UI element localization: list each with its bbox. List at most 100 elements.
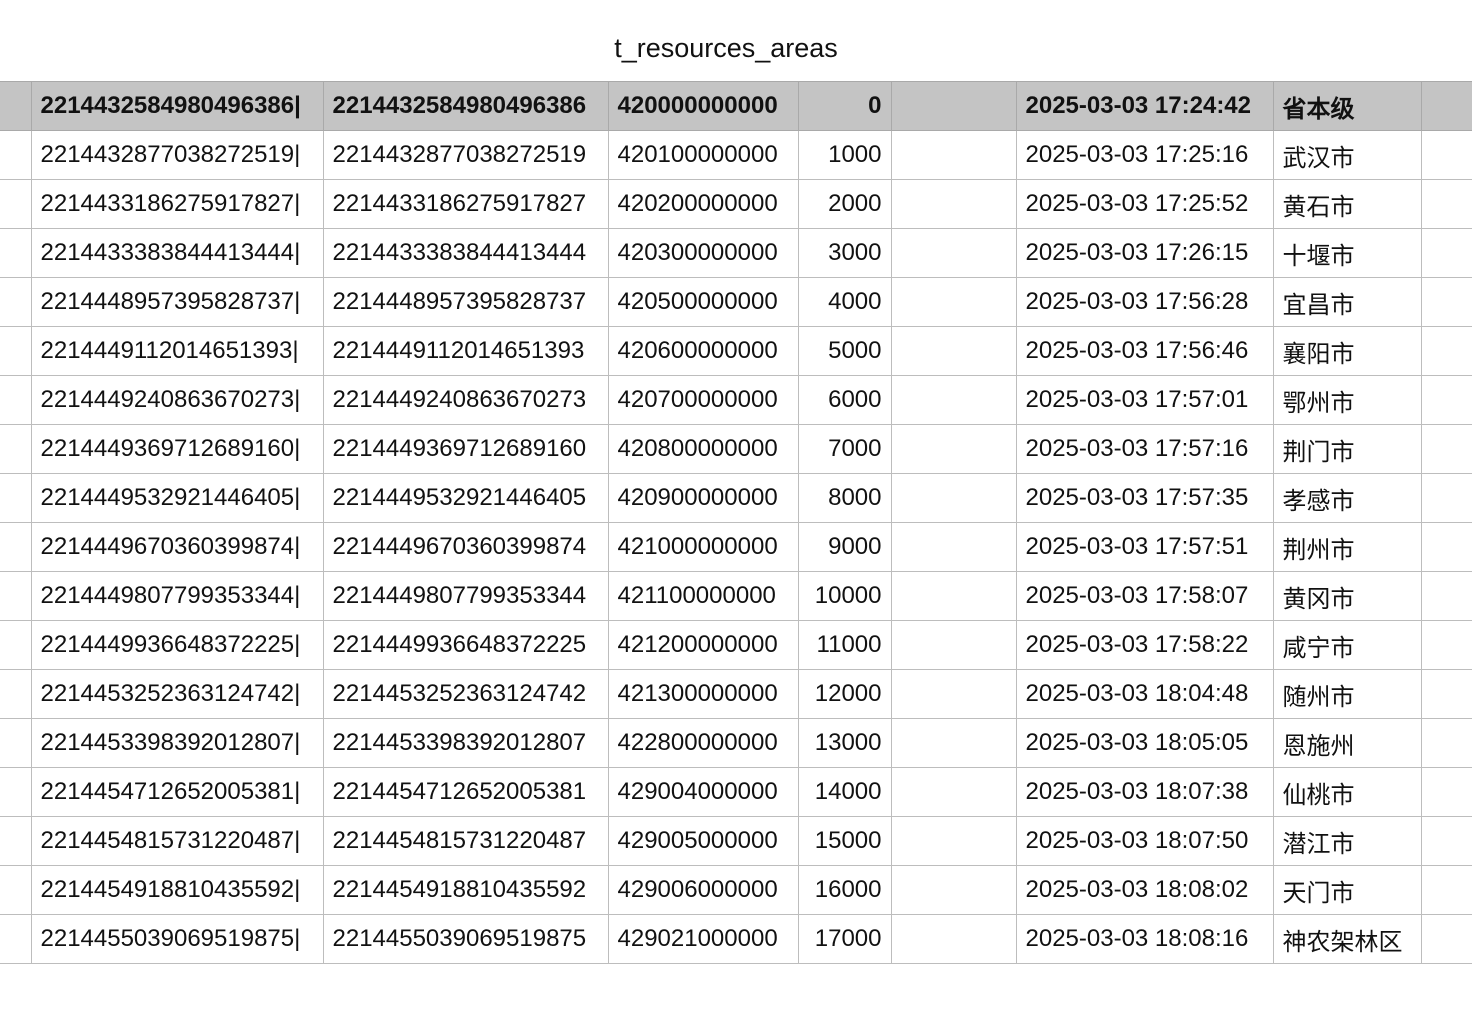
sort-order-cell[interactable]: 6000 (797, 375, 891, 425)
row-gutter-cell[interactable] (0, 326, 31, 376)
id-pipe-cell[interactable]: 2214449670360399874| (30, 522, 323, 572)
trailing-empty-cell[interactable] (1420, 130, 1472, 180)
area-name-cell[interactable]: 襄阳市 (1272, 326, 1421, 376)
created-time-cell[interactable]: 2025-03-03 17:24:42 (1015, 81, 1273, 131)
trailing-empty-cell[interactable] (1420, 522, 1472, 572)
id-pipe-cell[interactable]: 2214449369712689160| (30, 424, 323, 474)
empty-cell[interactable] (890, 914, 1016, 964)
trailing-empty-cell[interactable] (1420, 865, 1472, 915)
row-gutter-cell[interactable] (0, 571, 31, 621)
row-gutter-cell[interactable] (0, 669, 31, 719)
area-name-cell[interactable]: 仙桃市 (1272, 767, 1421, 817)
created-time-cell[interactable]: 2025-03-03 17:57:51 (1015, 522, 1273, 572)
table-row[interactable]: 2214448957395828737| 2214448957395828737 4… (0, 277, 1472, 327)
table-row[interactable]: 2214449532921446405| 2214449532921446405 4… (0, 473, 1472, 523)
id-cell[interactable]: 2214454918810435592 (322, 865, 608, 915)
sort-order-cell[interactable]: 17000 (797, 914, 891, 964)
trailing-empty-cell[interactable] (1420, 718, 1472, 768)
id-pipe-cell[interactable]: 2214449240863670273| (30, 375, 323, 425)
id-pipe-cell[interactable]: 2214449532921446405| (30, 473, 323, 523)
trailing-empty-cell[interactable] (1420, 669, 1472, 719)
sort-order-cell[interactable]: 7000 (797, 424, 891, 474)
id-pipe-cell[interactable]: 2214449936648372225| (30, 620, 323, 670)
id-cell[interactable]: 2214453252363124742 (322, 669, 608, 719)
area-name-cell[interactable]: 鄂州市 (1272, 375, 1421, 425)
empty-cell[interactable] (890, 473, 1016, 523)
id-cell[interactable]: 2214433383844413444 (322, 228, 608, 278)
id-cell[interactable]: 2214454712652005381 (322, 767, 608, 817)
id-pipe-cell[interactable]: 2214454918810435592| (30, 865, 323, 915)
created-time-cell[interactable]: 2025-03-03 17:25:52 (1015, 179, 1273, 229)
sort-order-cell[interactable]: 2000 (797, 179, 891, 229)
empty-cell[interactable] (890, 571, 1016, 621)
trailing-empty-cell[interactable] (1420, 375, 1472, 425)
sort-order-cell[interactable]: 0 (797, 81, 891, 131)
id-cell[interactable]: 2214449240863670273 (322, 375, 608, 425)
created-time-cell[interactable]: 2025-03-03 17:58:22 (1015, 620, 1273, 670)
id-pipe-cell[interactable]: 2214432877038272519| (30, 130, 323, 180)
table-row[interactable]: 2214433383844413444| 2214433383844413444 4… (0, 228, 1472, 278)
area-code-cell[interactable]: 421000000000 (607, 522, 798, 572)
id-cell[interactable]: 2214432877038272519 (322, 130, 608, 180)
id-pipe-cell[interactable]: 2214455039069519875| (30, 914, 323, 964)
empty-cell[interactable] (890, 424, 1016, 474)
created-time-cell[interactable]: 2025-03-03 18:08:16 (1015, 914, 1273, 964)
area-name-cell[interactable]: 咸宁市 (1272, 620, 1421, 670)
table-row-highlighted[interactable]: 2214432584980496386| 2214432584980496386 4… (0, 81, 1472, 131)
area-name-cell[interactable]: 黄冈市 (1272, 571, 1421, 621)
area-name-cell[interactable]: 荆州市 (1272, 522, 1421, 572)
area-code-cell[interactable]: 420000000000 (607, 81, 798, 131)
area-code-cell[interactable]: 429006000000 (607, 865, 798, 915)
empty-cell[interactable] (890, 620, 1016, 670)
id-pipe-cell[interactable]: 2214453398392012807| (30, 718, 323, 768)
empty-cell[interactable] (890, 228, 1016, 278)
sort-order-cell[interactable]: 13000 (797, 718, 891, 768)
area-code-cell[interactable]: 420100000000 (607, 130, 798, 180)
empty-cell[interactable] (890, 669, 1016, 719)
trailing-empty-cell[interactable] (1420, 816, 1472, 866)
id-cell[interactable]: 2214448957395828737 (322, 277, 608, 327)
id-cell[interactable]: 2214449807799353344 (322, 571, 608, 621)
id-cell[interactable]: 2214455039069519875 (322, 914, 608, 964)
empty-cell[interactable] (890, 865, 1016, 915)
sort-order-cell[interactable]: 15000 (797, 816, 891, 866)
area-code-cell[interactable]: 421200000000 (607, 620, 798, 670)
area-code-cell[interactable]: 420800000000 (607, 424, 798, 474)
table-row[interactable]: 2214449240863670273| 2214449240863670273 4… (0, 375, 1472, 425)
trailing-empty-cell[interactable] (1420, 81, 1472, 131)
row-gutter-cell[interactable] (0, 375, 31, 425)
area-code-cell[interactable]: 420500000000 (607, 277, 798, 327)
id-cell[interactable]: 2214449369712689160 (322, 424, 608, 474)
row-gutter-cell[interactable] (0, 914, 31, 964)
empty-cell[interactable] (890, 179, 1016, 229)
trailing-empty-cell[interactable] (1420, 767, 1472, 817)
trailing-empty-cell[interactable] (1420, 424, 1472, 474)
area-code-cell[interactable]: 422800000000 (607, 718, 798, 768)
empty-cell[interactable] (890, 375, 1016, 425)
table-row[interactable]: 2214433186275917827| 2214433186275917827 4… (0, 179, 1472, 229)
created-time-cell[interactable]: 2025-03-03 17:58:07 (1015, 571, 1273, 621)
created-time-cell[interactable]: 2025-03-03 17:56:28 (1015, 277, 1273, 327)
table-row[interactable]: 2214449807799353344| 2214449807799353344 4… (0, 571, 1472, 621)
empty-cell[interactable] (890, 522, 1016, 572)
area-code-cell[interactable]: 420700000000 (607, 375, 798, 425)
area-name-cell[interactable]: 宜昌市 (1272, 277, 1421, 327)
trailing-empty-cell[interactable] (1420, 228, 1472, 278)
table-row[interactable]: 2214449936648372225| 2214449936648372225 4… (0, 620, 1472, 670)
id-cell[interactable]: 2214449532921446405 (322, 473, 608, 523)
row-gutter-cell[interactable] (0, 424, 31, 474)
area-code-cell[interactable]: 420300000000 (607, 228, 798, 278)
row-gutter-cell[interactable] (0, 228, 31, 278)
id-pipe-cell[interactable]: 2214433186275917827| (30, 179, 323, 229)
area-code-cell[interactable]: 429021000000 (607, 914, 798, 964)
id-cell[interactable]: 2214433186275917827 (322, 179, 608, 229)
created-time-cell[interactable]: 2025-03-03 18:04:48 (1015, 669, 1273, 719)
empty-cell[interactable] (890, 816, 1016, 866)
sort-order-cell[interactable]: 5000 (797, 326, 891, 376)
id-cell[interactable]: 2214449112014651393 (322, 326, 608, 376)
id-pipe-cell[interactable]: 2214432584980496386| (30, 81, 323, 131)
trailing-empty-cell[interactable] (1420, 179, 1472, 229)
row-gutter-cell[interactable] (0, 522, 31, 572)
id-pipe-cell[interactable]: 2214449807799353344| (30, 571, 323, 621)
row-gutter-cell[interactable] (0, 620, 31, 670)
